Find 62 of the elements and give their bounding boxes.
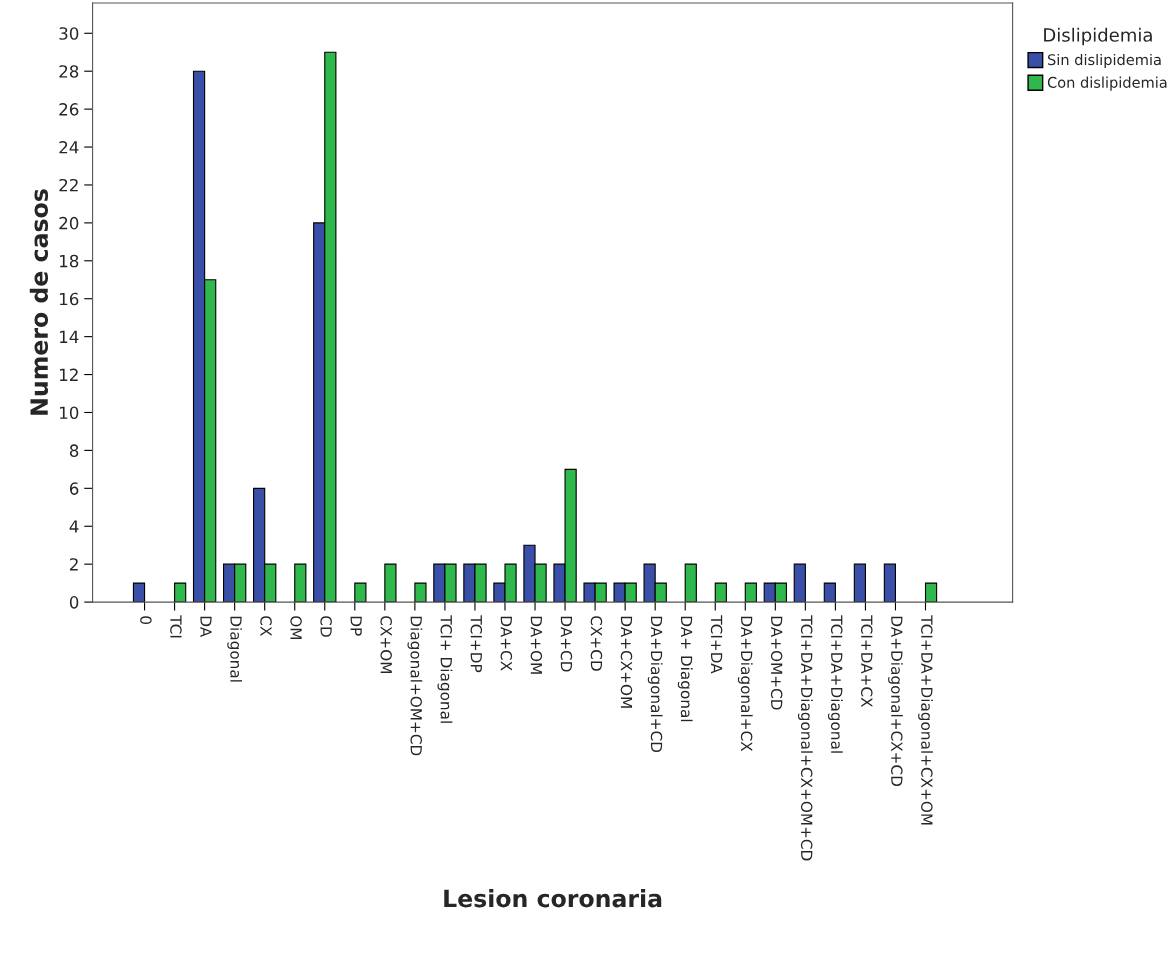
y-tick-label: 26 (59, 103, 79, 116)
bar (294, 563, 307, 603)
y-tick-label: 0 (69, 596, 79, 609)
bar (853, 563, 866, 603)
y-axis-title: Numero de casos (29, 189, 49, 415)
x-tick-label: CD (320, 616, 332, 637)
x-tick-label: DA+CX (500, 616, 513, 671)
x-tick-label: OM (290, 616, 302, 639)
x-tick-label: TCI+DA+CX (861, 615, 873, 708)
y-tick-label: 24 (59, 141, 79, 154)
bar (384, 563, 397, 603)
y-tick-label: 14 (60, 330, 79, 343)
y-tick-label: 18 (60, 254, 79, 268)
bar (132, 582, 146, 603)
x-tick-label: TCI (170, 615, 182, 638)
y-tick-label: 30 (59, 27, 79, 40)
bar (174, 582, 187, 603)
x-tick-label: TCI+DA (710, 615, 723, 674)
x-tick-label: Diagonal (227, 616, 243, 682)
y-tick-label: 10 (60, 406, 79, 420)
x-tick-label: DA (200, 616, 212, 638)
bar (793, 563, 806, 603)
x-tick-label: CX+OM (380, 616, 392, 673)
x-axis-title: Lesion coronaria (444, 889, 662, 908)
x-tick-label: DP (350, 616, 362, 636)
y-tick-label: 4 (69, 520, 79, 533)
y-tick-label: 16 (60, 292, 79, 306)
bar (883, 563, 897, 603)
bar (354, 582, 367, 603)
y-tick-label: 12 (60, 368, 78, 381)
y-tick-label: 2 (70, 558, 78, 571)
x-tick-label: DA+OM+CD (770, 616, 783, 710)
bar (714, 582, 727, 603)
x-tick-label: DA+OM (530, 616, 543, 674)
x-tick-label: CX (260, 616, 272, 636)
x-tick-label: 0 (140, 616, 152, 624)
x-tick-label: DA+Diagonal+CX (737, 616, 753, 752)
x-tick-label: DA+Diagonal+CD (647, 616, 663, 753)
x-tick-label: TCI+DA+Diagonal+CX+OM (918, 615, 933, 825)
x-tick-label: DA+ Diagonal (677, 616, 693, 722)
legend-title: Dislipidemia (1044, 27, 1152, 46)
bar (414, 582, 427, 603)
y-tick-label: 6 (69, 482, 79, 495)
legend-label: Sin dislipidemia (1048, 53, 1161, 68)
bar (823, 582, 836, 603)
x-tick-label: TCI+DA+Diagonal+CX+OM+CD (797, 615, 813, 861)
x-tick-label: CX+CD (590, 616, 603, 671)
bar (684, 563, 697, 603)
legend-label: Con dislipidemia (1047, 76, 1167, 91)
x-tick-label: DA+CX+OM (620, 616, 633, 708)
x-tick-label: DA+CD (560, 616, 573, 672)
y-tick-label: 28 (59, 65, 79, 78)
x-tick-label: Diagonal+OM+CD (407, 616, 423, 756)
bar (744, 582, 757, 603)
y-tick-label: 8 (69, 444, 79, 457)
y-tick-label: 20 (59, 216, 79, 230)
x-tick-label: TCI+DA+Diagonal (828, 615, 843, 753)
x-tick-label: TCI+ Diagonal (437, 615, 453, 723)
bar (924, 582, 938, 603)
y-tick-label: 22 (59, 178, 78, 192)
x-tick-label: TCI+DP (470, 615, 483, 673)
x-tick-label: DA+Diagonal+CX+CD (888, 616, 903, 786)
